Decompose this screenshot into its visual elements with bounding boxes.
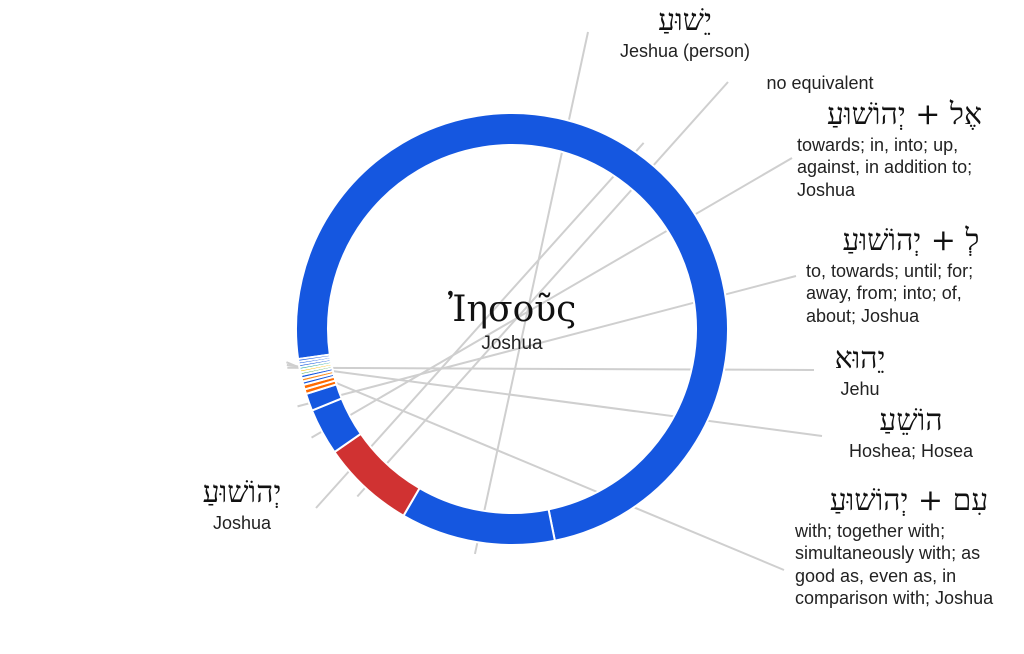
slice-label-hebrew: יְהוֹשׁוּעַ: [202, 475, 282, 510]
leader-line-im_yehoshua: [286, 361, 785, 571]
slice-label-gloss: Jeshua (person): [619, 40, 751, 61]
slice-label-yeshua: יֵשׁוּעַ Jeshua (person): [600, 2, 770, 62]
slice-label-gloss: to, towards; until; for; away, from; int…: [806, 260, 974, 326]
slice-label-hebrew: עִם + יְהוֹשׁוּעַ: [829, 483, 989, 518]
slice-label-hebrew: הוֹשֵׁעַ: [879, 403, 943, 438]
slice-label-gloss: no equivalent: [766, 73, 874, 93]
slice-label-hebrew: יֵשׁוּעַ: [658, 3, 712, 38]
donut-slice-yeshua: [402, 486, 557, 546]
slice-label-im-yehoshua: עִם + יְהוֹשׁוּעַ with; together with; s…: [795, 482, 1023, 610]
center-gloss: Joshua: [481, 333, 543, 354]
leader-line-yehu: [287, 366, 815, 371]
center-word: Ἰησοῦς: [447, 289, 577, 330]
slice-label-gloss: Hoshea; Hosea: [848, 440, 974, 461]
slice-label-el-yehoshua: אֶל + יְהוֹשׁוּעַ towards; in, into; up,…: [797, 96, 1012, 201]
slice-label-yehoshua: יְהוֹשׁוּעַ Joshua: [172, 474, 312, 534]
slice-label-gloss: Joshua: [212, 512, 272, 533]
slice-label-hebrew: יֵהוּא: [834, 341, 886, 376]
donut-slice-yehoshua: [295, 112, 729, 542]
slice-label-hoshea: הוֹשֵׁעַ Hoshea; Hosea: [836, 402, 986, 462]
slice-label-gloss: with; together with; simultaneously with…: [795, 520, 994, 609]
leader-line-none: [356, 81, 729, 498]
slice-label-none: no equivalent: [740, 72, 900, 95]
donut-slice-im_yehoshua: [296, 353, 332, 363]
slice-label-hebrew: אֶל + יְהוֹשׁוּעַ: [827, 97, 982, 132]
donut-slice-none: [333, 432, 421, 518]
leader-lines: [286, 31, 823, 571]
slice-label-gloss: Jehu: [840, 378, 880, 399]
slice-label-le-yehoshua: לְ + יְהוֹשׁוּעַ to, towards; until; for…: [806, 222, 1016, 327]
leader-line-yeshua: [473, 31, 589, 555]
leader-line-hoshea: [286, 363, 823, 437]
slice-label-yehu: יֵהוּא Jehu: [810, 340, 910, 400]
slice-label-gloss: towards; in, into; up, against, in addit…: [797, 134, 973, 200]
leader-line-el_yehoshua: [311, 157, 793, 439]
donut-slices: [295, 112, 729, 546]
slice-label-hebrew: לְ + יְהוֹשׁוּעַ: [842, 223, 980, 258]
